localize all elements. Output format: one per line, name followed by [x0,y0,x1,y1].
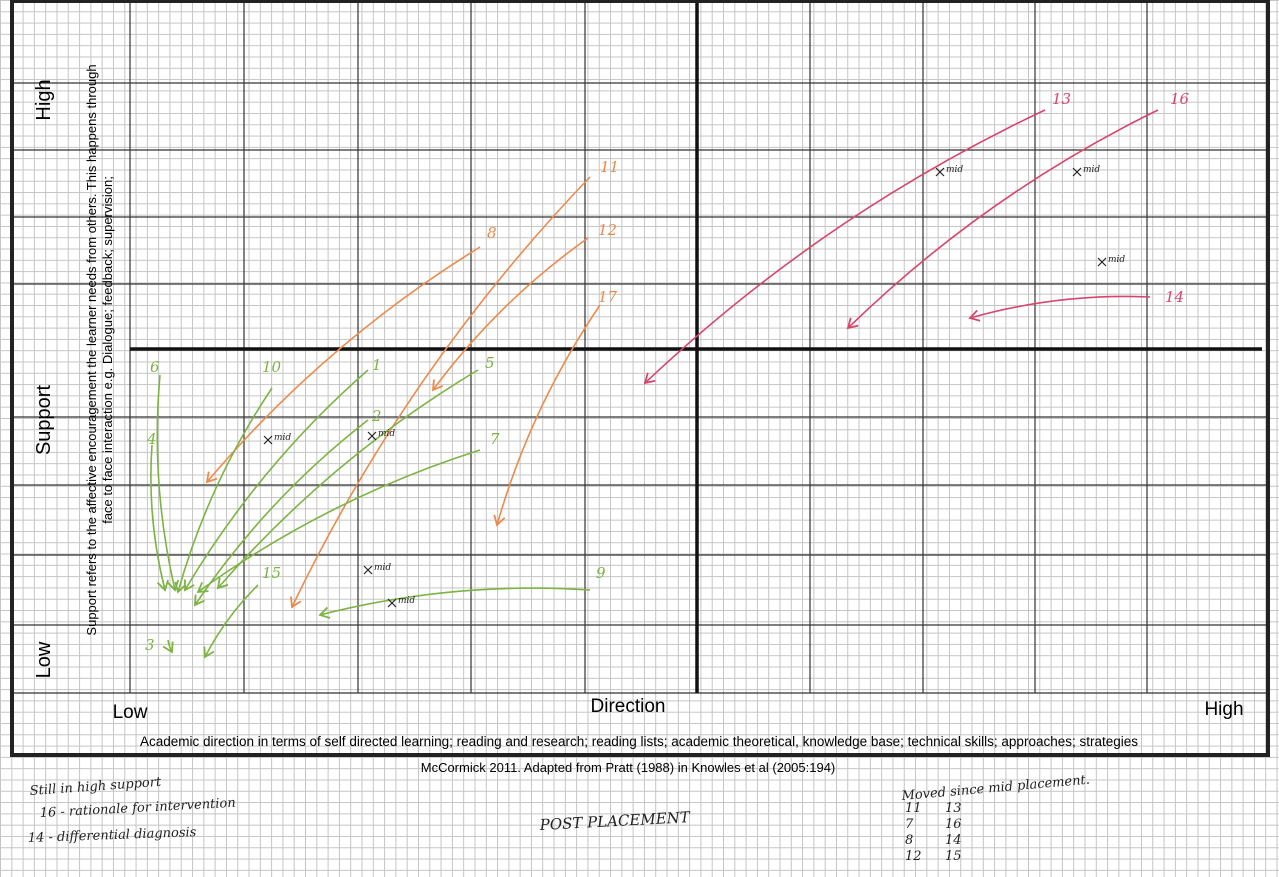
mid-label: mid [374,563,391,573]
mid-cross [364,566,372,574]
mid-label: mid [1108,255,1125,265]
arrow [433,238,588,390]
arrow-label: 1 [372,356,382,374]
arrow-label: 6 [150,358,160,376]
pair-item: 8 [905,833,913,848]
diagram: High Support Low Support refers to the a… [0,0,1279,877]
pair-item: 12 [905,849,922,864]
arrow-label: 14 [1165,288,1184,306]
x-description: Academic direction in terms of self dire… [140,734,1138,749]
mid-label: mid [398,596,415,606]
pair-item: 16 [945,817,962,832]
arrow [320,588,590,615]
mid-label: mid [946,165,963,175]
arrow [178,388,272,592]
arrow-label: 7 [490,430,500,448]
note: Still in high support [29,775,162,799]
x-label: Direction [591,696,666,717]
arrow-label: 17 [598,288,618,306]
arrow-label: 2 [371,407,382,425]
arrow [205,585,258,657]
arrow [195,420,368,605]
pair-item: 13 [945,801,962,816]
y-high: High [33,79,55,120]
mid-label: mid [1083,165,1100,175]
notes-right-title: Moved since mid placement. [900,773,1090,804]
mid-cross [264,436,272,444]
mid-cross [1073,168,1081,176]
mid-markers: mid mid mid mid mid mid mid [264,165,1125,607]
arrow [292,177,590,607]
page: { "y_axis": { "high": "High", "label": "… [0,0,1279,877]
arrow-label: 13 [1052,90,1071,108]
arrow-label: 10 [262,358,282,376]
x-high: High [1204,699,1243,720]
notes-right-pairs: 11 13 7 16 8 14 12 15 [905,801,962,864]
arrow-label: 15 [262,564,281,582]
arrow-label: 12 [598,221,617,239]
arrow [207,247,480,482]
pair-item: 15 [945,849,962,864]
arrow-head [195,595,205,605]
mid-cross [1098,258,1106,266]
citation: McCormick 2011. Adapted from Pratt (1988… [421,760,836,775]
arrow-label: 4 [146,430,157,448]
arrow-label: 3 [145,636,155,654]
pair-item: 7 [905,817,914,832]
arrow [157,375,175,590]
mid-label: mid [378,429,395,439]
mid-cross [368,432,376,440]
frame [12,1,1268,755]
mid-label: mid [274,433,291,443]
pair-item: 14 [945,833,962,848]
y-label: Support [33,385,55,455]
note: 16 - rationale for intervention [39,796,236,821]
arrow-label: 11 [600,158,619,176]
arrow [970,296,1150,318]
x-low: Low [113,702,148,723]
notes-left: Still in high support 16 - rationale for… [28,775,236,846]
note: 14 - differential diagnosis [28,825,197,846]
arrow-label: 16 [1170,90,1190,108]
mid-cross [936,168,944,176]
pair-item: 11 [905,801,922,816]
y-description: face to face interaction e.g. Dialogue; … [100,176,115,524]
notes-center: POST PLACEMENT [538,808,691,834]
arrow [198,450,480,592]
arrow-label: 9 [596,564,606,582]
y-low: Low [33,641,55,678]
arrow [848,110,1158,328]
y-description: Support refers to the affective encourag… [84,64,99,635]
arrow-label: 5 [485,354,495,372]
arrow [645,110,1045,383]
arrow-label: 8 [487,224,497,242]
